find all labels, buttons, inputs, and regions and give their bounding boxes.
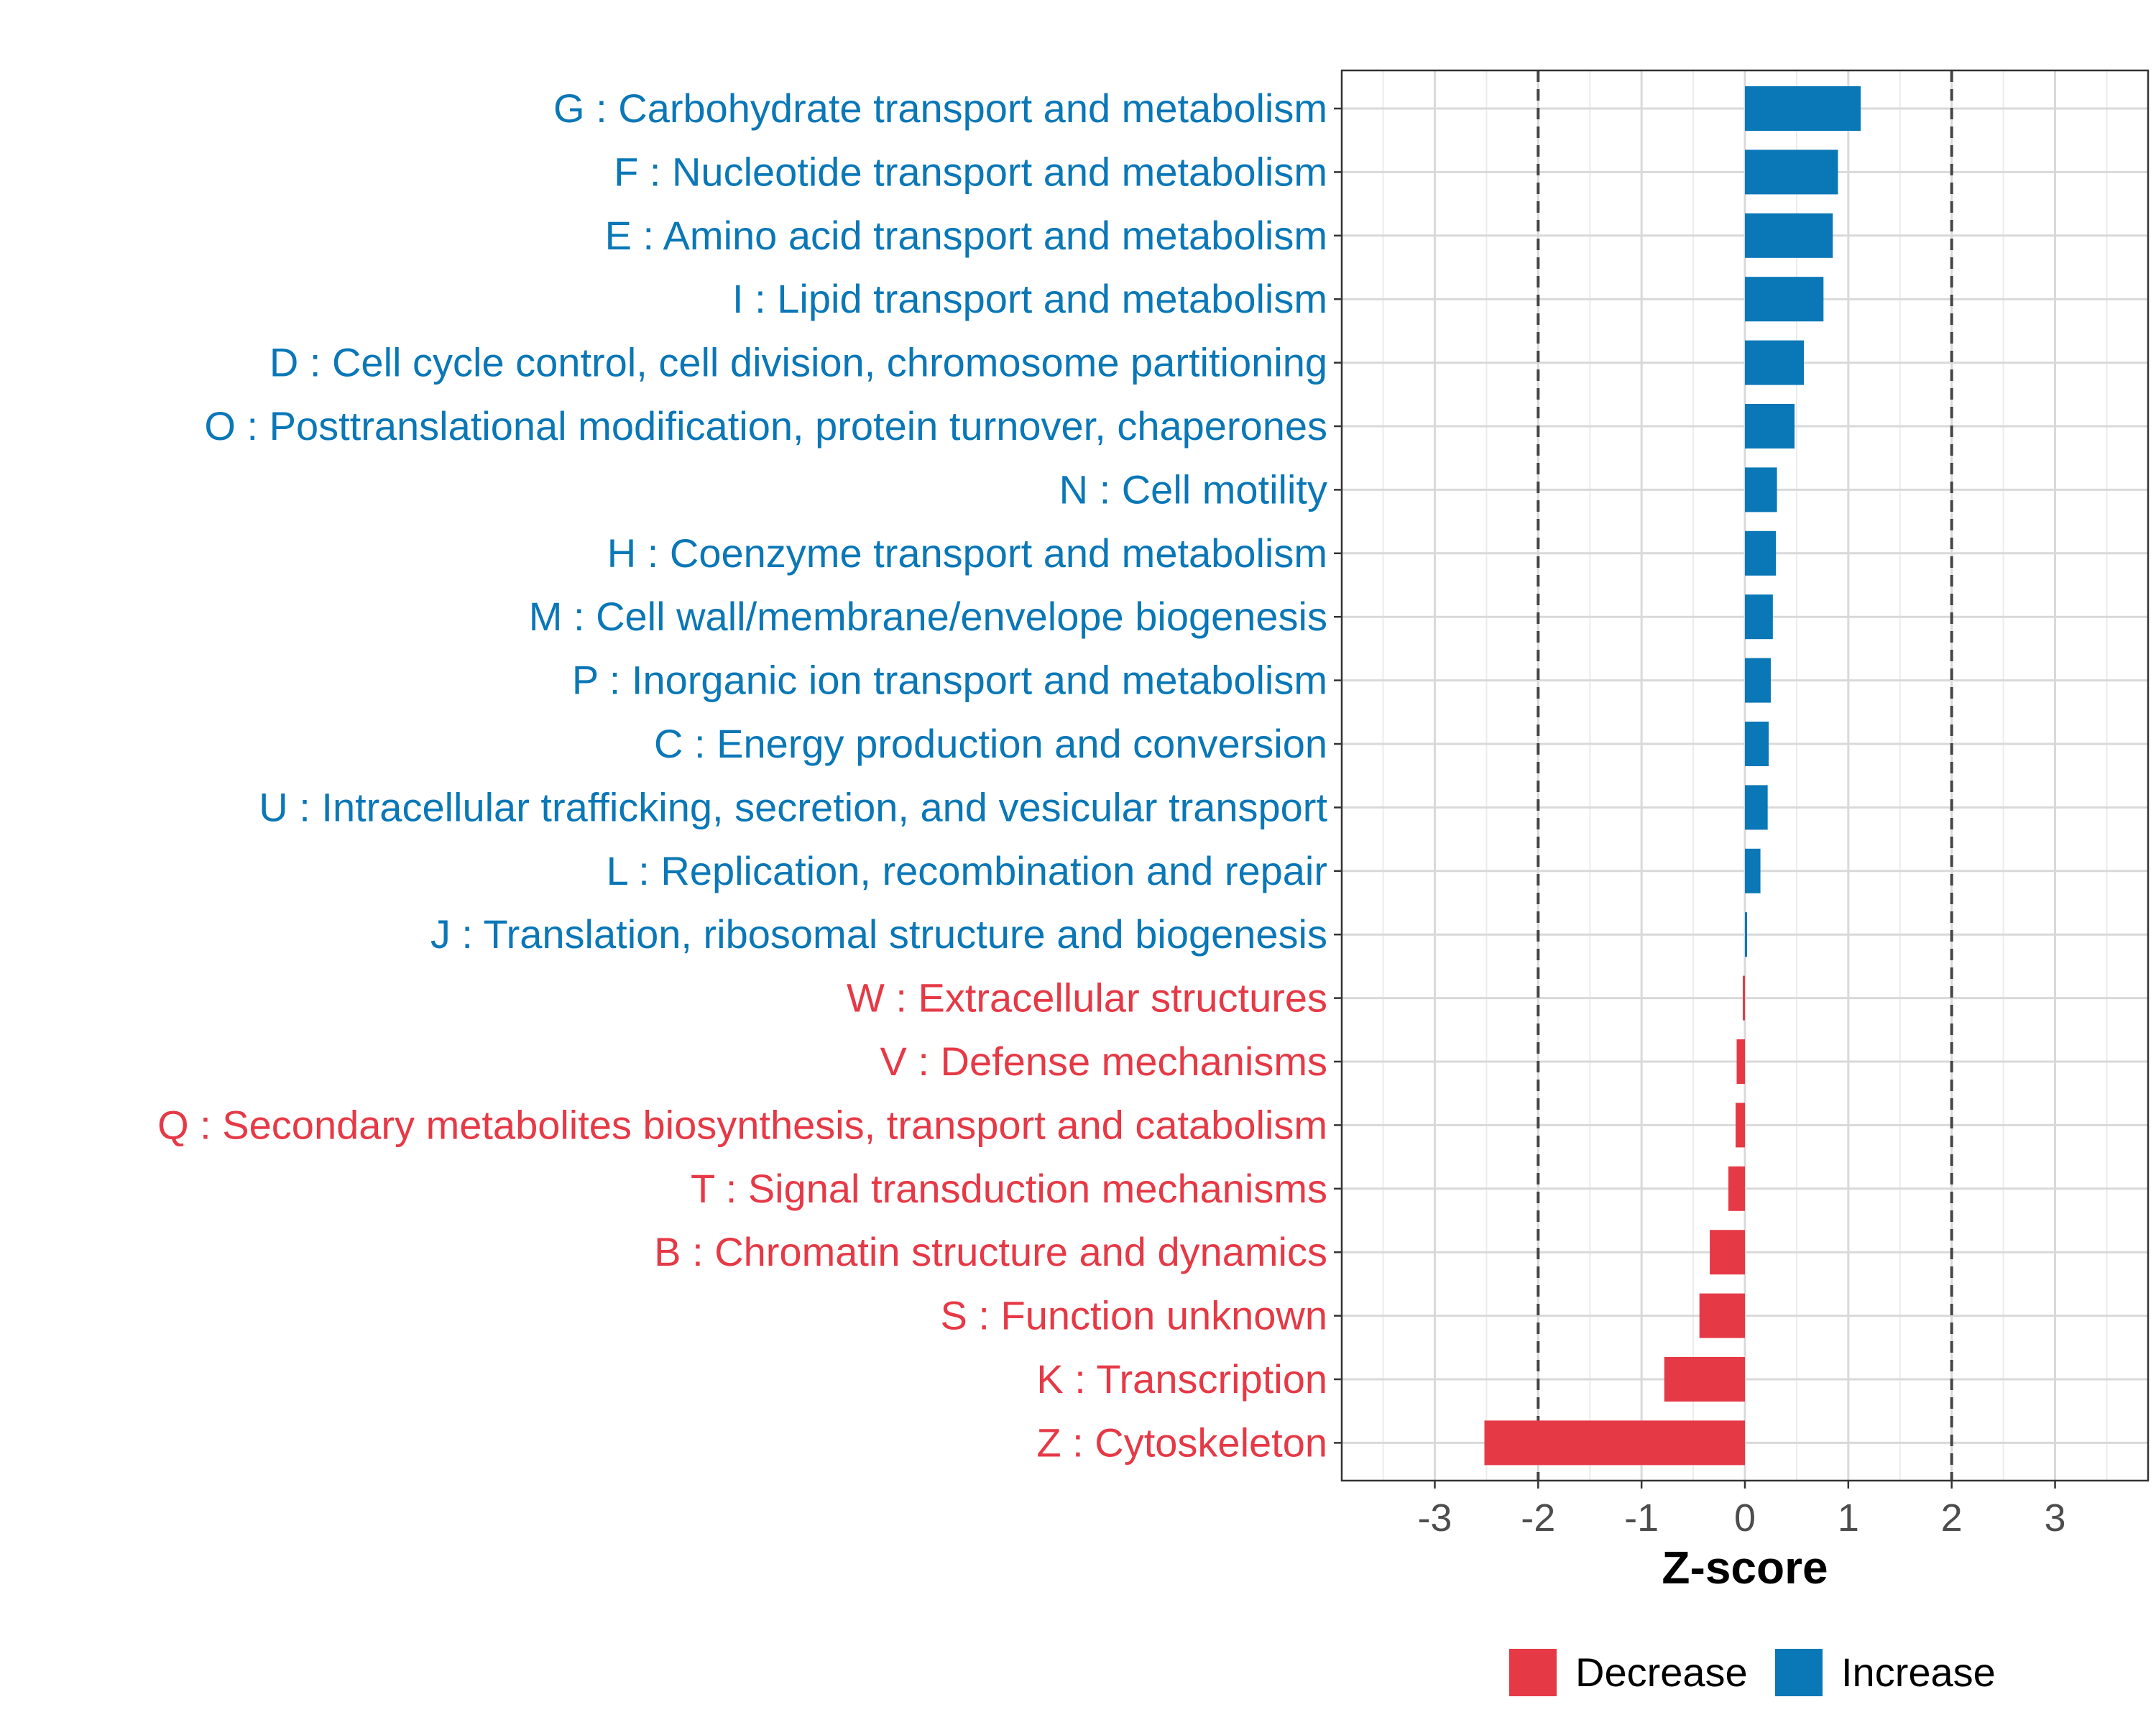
bar-h bbox=[1745, 530, 1777, 576]
bar-z bbox=[1484, 1420, 1745, 1466]
y-tick-label: F : Nucleotide transport and metabolism bbox=[614, 149, 1327, 194]
y-tick-label: V : Defense mechanisms bbox=[880, 1039, 1327, 1084]
bar-f bbox=[1745, 150, 1838, 195]
y-tick-label: S : Function unknown bbox=[940, 1293, 1327, 1338]
bar-p bbox=[1745, 658, 1771, 703]
bar-n bbox=[1745, 467, 1777, 512]
legend: Decrease Increase bbox=[1509, 1649, 1996, 1696]
y-tick-label: B : Chromatin structure and dynamics bbox=[654, 1229, 1327, 1274]
x-tick-label: 2 bbox=[1941, 1496, 1963, 1540]
bar-s bbox=[1699, 1293, 1745, 1338]
bar-v bbox=[1736, 1039, 1745, 1084]
x-axis: -3 -2 -1 0 1 2 3 bbox=[1417, 1481, 2066, 1540]
x-tick-label: -3 bbox=[1417, 1496, 1452, 1540]
y-tick-label: O : Posttranslational modification, prot… bbox=[204, 403, 1327, 448]
y-tick-label: T : Signal transduction mechanisms bbox=[691, 1166, 1327, 1211]
bar-b bbox=[1710, 1230, 1745, 1275]
y-tick-label: L : Replication, recombination and repai… bbox=[607, 848, 1327, 893]
y-tick-label: Q : Secondary metabolites biosynthesis, … bbox=[157, 1102, 1327, 1147]
bar-j bbox=[1745, 912, 1747, 957]
y-tick-label: C : Energy production and conversion bbox=[654, 721, 1327, 766]
bar-k bbox=[1664, 1357, 1745, 1402]
y-tick-label: P : Inorganic ion transport and metaboli… bbox=[572, 658, 1327, 703]
legend-key-increase bbox=[1775, 1649, 1823, 1696]
bar-o bbox=[1745, 404, 1795, 448]
x-axis-title: Z-score bbox=[1662, 1542, 1828, 1593]
bar-m bbox=[1745, 594, 1773, 640]
y-tick-label: K : Transcription bbox=[1036, 1356, 1327, 1402]
x-tick-label: -1 bbox=[1624, 1496, 1659, 1540]
y-tick-label: U : Intracellular trafficking, secretion… bbox=[259, 784, 1327, 829]
y-axis: G : Carbohydrate transport and metabolis… bbox=[157, 86, 1342, 1465]
legend-key-decrease bbox=[1509, 1649, 1557, 1696]
y-tick-label: J : Translation, ribosomal structure and… bbox=[430, 911, 1327, 957]
bars bbox=[1484, 86, 1861, 1466]
y-tick-label: M : Cell wall/membrane/envelope biogenes… bbox=[529, 594, 1327, 639]
bar-c bbox=[1745, 722, 1769, 766]
y-tick-label: W : Extracellular structures bbox=[847, 975, 1327, 1021]
bar-l bbox=[1745, 848, 1761, 893]
x-tick-label: 1 bbox=[1838, 1496, 1859, 1540]
y-tick-label: G : Carbohydrate transport and metabolis… bbox=[553, 86, 1327, 131]
bar-i bbox=[1745, 277, 1824, 322]
legend-label-decrease: Decrease bbox=[1575, 1650, 1748, 1695]
bar-d bbox=[1745, 340, 1804, 385]
x-tick-label: 3 bbox=[2045, 1496, 2066, 1540]
y-tick-label: Z : Cytoskeleton bbox=[1036, 1420, 1327, 1465]
y-tick-label: D : Cell cycle control, cell division, c… bbox=[270, 340, 1327, 385]
bar-u bbox=[1745, 785, 1768, 830]
bar-t bbox=[1728, 1166, 1745, 1211]
y-tick-label: H : Coenzyme transport and metabolism bbox=[607, 530, 1327, 576]
y-tick-label: I : Lipid transport and metabolism bbox=[732, 276, 1327, 321]
x-tick-label: -2 bbox=[1521, 1496, 1555, 1540]
bar-w bbox=[1743, 975, 1745, 1021]
y-tick-label: E : Amino acid transport and metabolism bbox=[605, 213, 1327, 258]
legend-label-increase: Increase bbox=[1841, 1650, 1996, 1695]
y-tick-label: N : Cell motility bbox=[1059, 466, 1327, 512]
bar-g bbox=[1745, 86, 1861, 131]
x-tick-label: 0 bbox=[1734, 1496, 1756, 1540]
reference-lines bbox=[1537, 70, 1953, 1481]
bar-q bbox=[1736, 1103, 1745, 1148]
bar-e bbox=[1745, 213, 1833, 258]
